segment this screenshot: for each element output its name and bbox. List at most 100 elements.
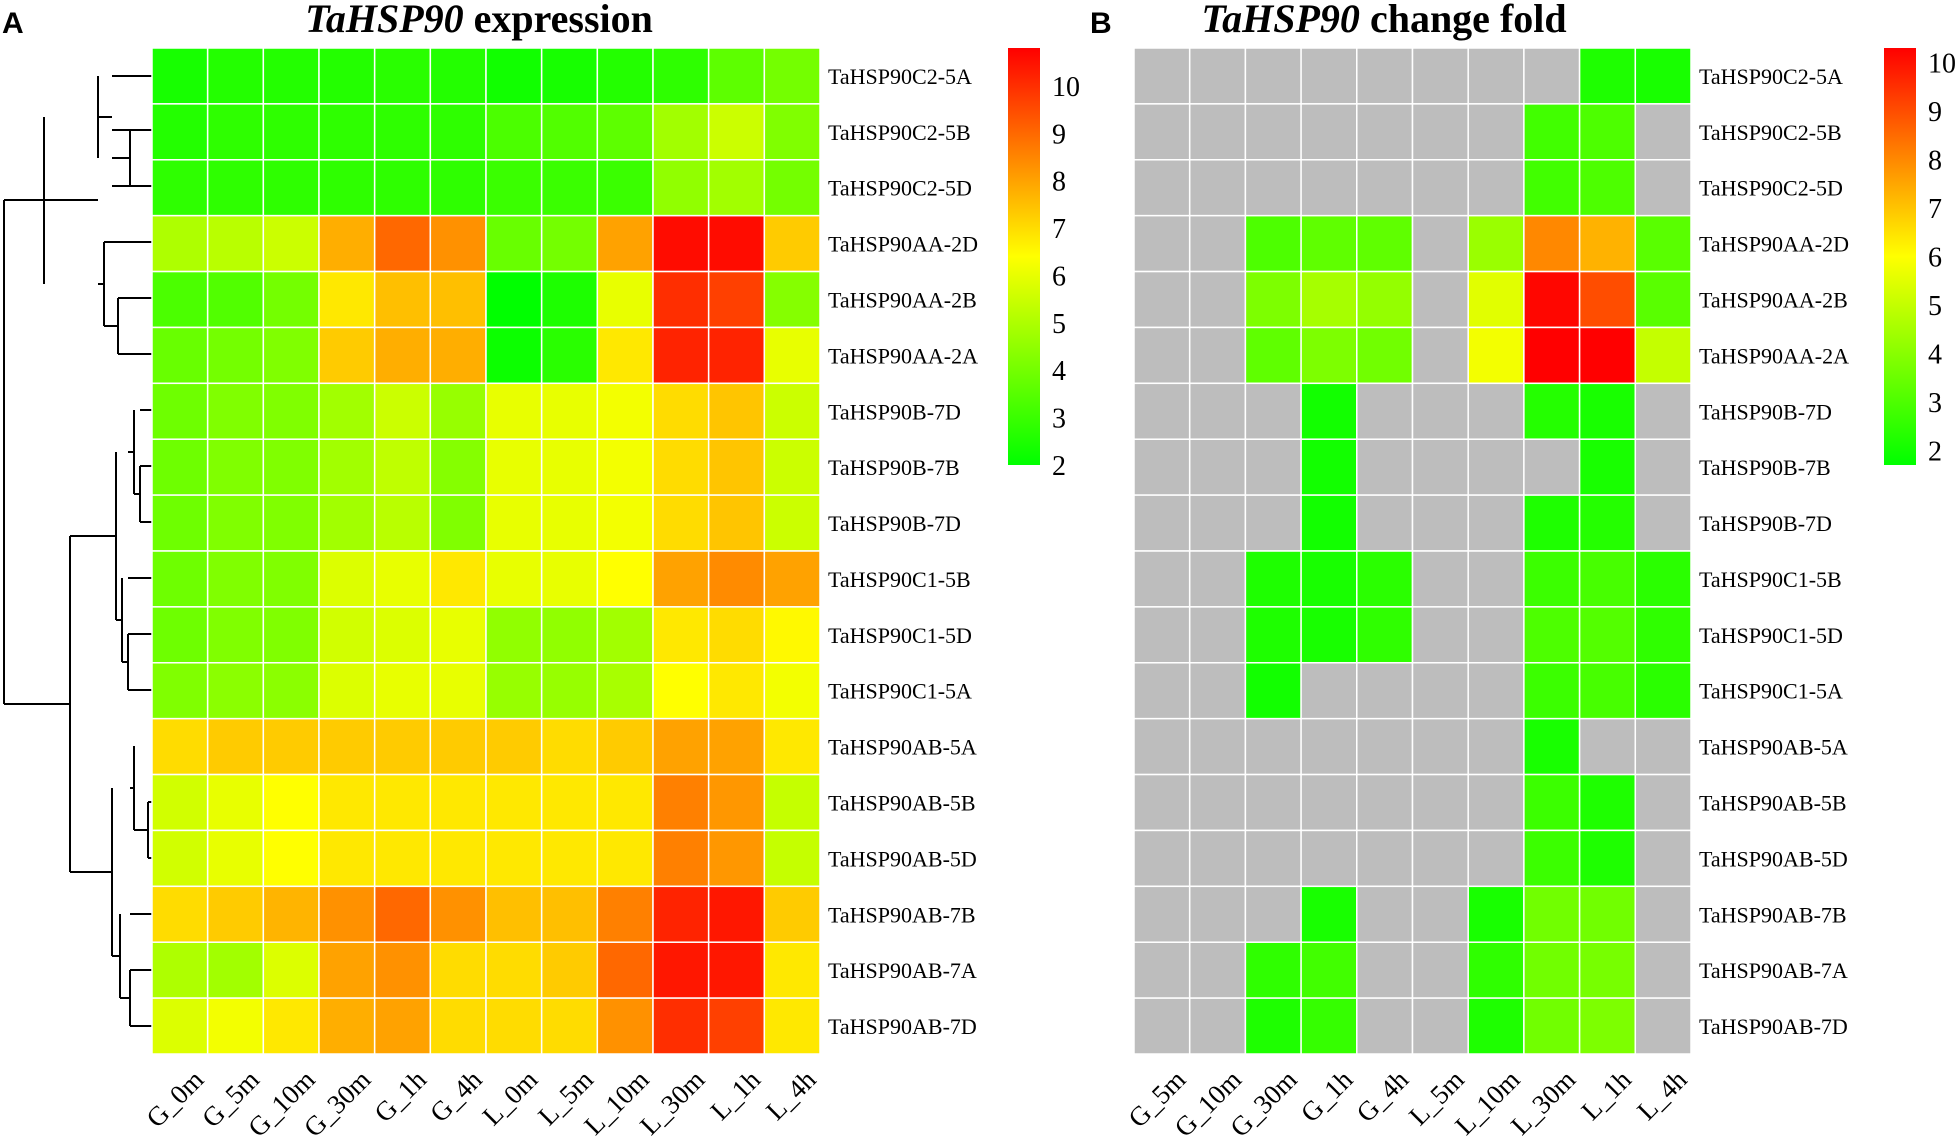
col-label: G_1h [1295,1064,1359,1128]
heatmap-cell [485,214,543,273]
heatmap-cell [1133,103,1191,161]
heatmap-cell [1133,717,1191,776]
heatmap-cell [763,494,821,552]
row-label: TaHSP90B-7D [1699,399,1832,424]
heatmap-cell [262,606,320,664]
heatmap-cell [707,606,766,664]
heatmap-cell [596,941,654,999]
heatmap-cell [1188,494,1247,552]
heatmap-cell [206,606,265,664]
heatmap-cell [318,941,376,999]
heatmap-cell [1523,382,1581,440]
heatmap-cell [1300,326,1358,385]
panel-b-letter: B [1090,7,1112,40]
heatmap-cell [151,662,209,720]
heatmap-cell [1467,550,1525,608]
heatmap-cell [1188,997,1247,1055]
heatmap-cell [1133,606,1191,664]
heatmap-cell [540,159,599,217]
heatmap-cell [1467,941,1525,999]
heatmap-cell [373,438,432,496]
legend-tick-label: 4 [1052,356,1066,387]
heatmap-cell [596,885,654,943]
heatmap-cell [262,438,320,496]
col-label: L_0m [477,1064,544,1131]
heatmap-cell [1467,494,1525,552]
heatmap-cell [1188,550,1247,608]
heatmap-cell [1244,103,1302,161]
heatmap-cell [1467,103,1525,161]
heatmap-cell [151,829,209,888]
heatmap-cell [206,885,265,943]
heatmap-cell [262,773,320,832]
heatmap-cell [763,382,821,440]
heatmap-cell [1634,997,1692,1055]
heatmap-cell [429,941,487,999]
heatmap-cell [1244,606,1302,664]
heatmap-cell [540,103,599,161]
heatmap-cell [652,494,710,552]
heatmap-cell [262,103,320,161]
heatmap-cell [373,941,432,999]
heatmap-cell [1411,103,1469,161]
heatmap-cell [652,997,710,1055]
heatmap-cell [1356,270,1414,329]
legend-tick-label: 2 [1928,436,1942,467]
heatmap-cell [596,382,654,440]
col-label: L_4h [760,1064,822,1126]
heatmap-cell [206,997,265,1055]
heatmap-cell [373,885,432,943]
heatmap-cell [763,103,821,161]
heatmap-cell [1244,270,1302,329]
heatmap-cell [1578,214,1637,273]
row-label: TaHSP90C1-5B [1699,567,1842,592]
heatmap-cell [596,326,654,385]
heatmap-cell [1411,438,1469,496]
row-label: TaHSP90AA-2D [1699,232,1849,257]
heatmap-cell [151,494,209,552]
heatmap-cell [1300,214,1358,273]
heatmap-cell [373,662,432,720]
heatmap-cell [1467,214,1525,273]
heatmap-cell [262,717,320,776]
heatmap-cell [1133,270,1191,329]
heatmap-cell [763,717,821,776]
heatmap-cell [485,103,543,161]
heatmap-cell [1188,326,1247,385]
row-label: TaHSP90AB-5B [828,791,976,816]
heatmap-cell [1356,494,1414,552]
heatmap-cell [485,494,543,552]
heatmap-cell [485,270,543,329]
legend-b-ticks: 2 3 4 5 6 7 8 9 10 [1928,49,1955,468]
heatmap-cell [1300,159,1358,217]
heatmap-cell [652,103,710,161]
heatmap-cell [652,717,710,776]
heatmap-cell [1244,494,1302,552]
heatmap-cell [262,885,320,943]
heatmap-cell [1411,214,1469,273]
heatmap-cell [652,941,710,999]
heatmap-cell [707,829,766,888]
heatmap-cell [540,47,599,105]
heatmap-cell [151,717,209,776]
heatmap-cell [1411,662,1469,720]
row-label: TaHSP90AB-7D [1699,1014,1848,1039]
heatmap-cell [429,550,487,608]
heatmap-cell [540,326,599,385]
heatmap-cell [763,550,821,608]
row-label: TaHSP90C2-5A [828,64,972,89]
heatmap-cell [318,494,376,552]
heatmap-cell [206,159,265,217]
heatmap-cell [540,382,599,440]
heatmap-cell [151,270,209,329]
heatmap-cell [151,103,209,161]
heatmap-cell [151,941,209,999]
heatmap-cell [763,159,821,217]
heatmap-cell [1411,550,1469,608]
heatmap-cell [540,941,599,999]
legend-tick-label: 5 [1928,291,1942,322]
heatmap-cell [1133,829,1191,888]
heatmap-cell [206,47,265,105]
color-legend-b: 2 3 4 5 6 7 8 9 10 [1884,48,1955,467]
legend-tick-label: 10 [1928,49,1955,80]
